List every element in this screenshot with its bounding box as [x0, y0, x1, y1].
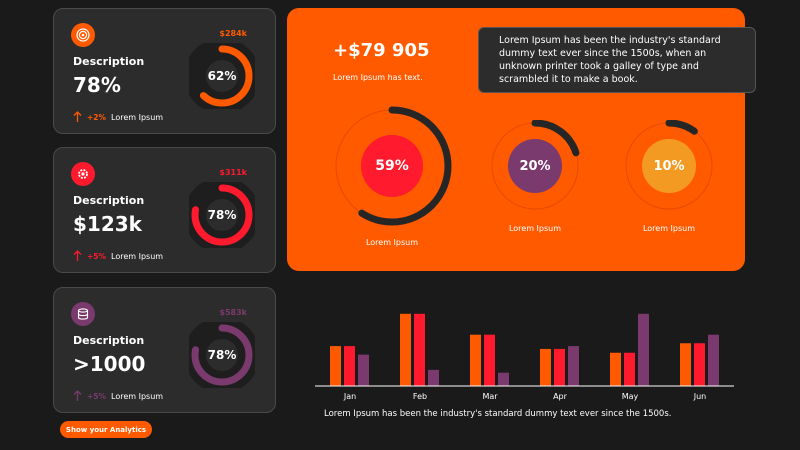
x-tick-label: Jun — [693, 392, 707, 401]
kpi-change-label: Lorem Ipsum — [111, 391, 164, 401]
ring-label: 20% — [519, 158, 551, 174]
bar — [540, 348, 551, 386]
kpi-change: +5% Lorem Ipsum — [73, 390, 163, 402]
kpi-change: +2% Lorem Ipsum — [73, 111, 163, 123]
bar — [470, 334, 481, 386]
bar — [694, 343, 705, 386]
x-tick-label: Jan — [343, 392, 356, 401]
bar — [344, 346, 355, 386]
kpi-donut: 62% — [184, 38, 260, 114]
ring-label: 10% — [653, 158, 685, 174]
kpi-change-label: Lorem Ipsum — [111, 251, 164, 261]
ring-caption: Lorem Ipsum — [508, 224, 562, 233]
percentage-ring: 20% — [488, 119, 582, 213]
kpi-donut: 78% — [184, 177, 260, 253]
arrow-up-icon — [73, 250, 82, 261]
kpi-donut-label: 62% — [207, 69, 237, 83]
kpi-change-label: Lorem Ipsum — [111, 112, 164, 122]
kpi-description: Description — [73, 55, 145, 68]
bar — [414, 313, 425, 386]
kpi-change: +5% Lorem Ipsum — [73, 250, 163, 262]
kpi-value: $123k — [73, 212, 142, 236]
kpi-change-percent: +2% — [87, 112, 107, 122]
arrow-up-icon — [73, 390, 82, 401]
info-tooltip: Lorem Ipsum has been the industry's stan… — [478, 27, 756, 93]
x-tick-label: Apr — [553, 392, 568, 401]
bar — [708, 334, 719, 386]
kpi-card: Description 78% +2% Lorem Ipsum $284k 62… — [53, 8, 276, 134]
kpi-description: Description — [73, 334, 145, 347]
bar — [680, 343, 691, 386]
bar — [624, 352, 635, 386]
bar — [428, 369, 439, 386]
kpi-value: 78% — [73, 73, 121, 97]
ring-caption: Lorem Ipsum — [642, 224, 696, 233]
database-icon — [71, 302, 95, 326]
bar — [498, 372, 509, 386]
x-tick-label: May — [622, 392, 639, 401]
bar — [568, 346, 579, 386]
summary-amount-caption: Lorem Ipsum has text. — [333, 73, 423, 82]
percentage-ring: 59% — [332, 106, 452, 226]
bar — [554, 348, 565, 386]
kpi-donut: 78% — [184, 317, 260, 393]
summary-amount: +$79 905 — [333, 40, 430, 61]
arrow-up-icon — [73, 111, 82, 122]
kpi-donut-label: 78% — [207, 208, 237, 222]
show-analytics-button[interactable]: Show your Analytics — [60, 421, 152, 438]
kpi-top-value: $284k — [219, 29, 247, 38]
kpi-card: Description $123k +5% Lorem Ipsum $311k … — [53, 147, 276, 273]
bar — [358, 354, 369, 386]
bar — [400, 313, 411, 386]
kpi-description: Description — [73, 194, 145, 207]
bar — [484, 334, 495, 386]
kpi-change-percent: +5% — [87, 391, 107, 401]
x-tick-label: Feb — [413, 392, 427, 401]
kpi-donut-label: 78% — [207, 348, 237, 362]
kpi-top-value: $311k — [219, 168, 247, 177]
x-tick-label: Mar — [482, 392, 498, 401]
chart-caption: Lorem Ipsum has been the industry's stan… — [324, 409, 672, 419]
bar — [610, 352, 621, 386]
kpi-change-percent: +5% — [87, 251, 107, 261]
bar — [330, 346, 341, 386]
gear-icon — [71, 162, 95, 186]
ring-label: 59% — [375, 158, 409, 174]
kpi-value: >1000 — [73, 352, 146, 376]
target-icon — [71, 23, 95, 47]
ring-caption: Lorem Ipsum — [365, 238, 419, 247]
kpi-card: Description >1000 +5% Lorem Ipsum $583k … — [53, 287, 276, 413]
bar — [638, 313, 649, 386]
percentage-ring: 10% — [622, 119, 716, 213]
kpi-top-value: $583k — [219, 308, 247, 317]
monthly-bar-chart: Jan Feb Mar Apr May Jun — [315, 313, 734, 401]
